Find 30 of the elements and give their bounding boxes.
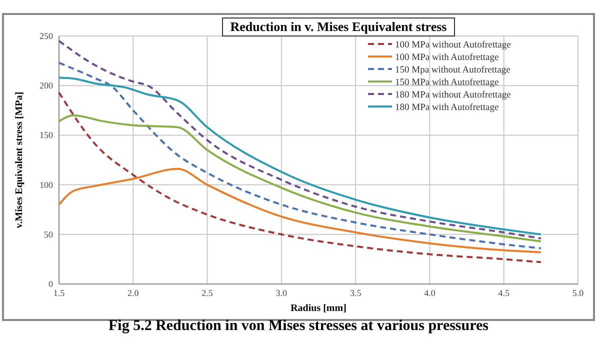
line-series (58, 92, 542, 264)
chart-title: Reduction in v. Mises Equivalent stress (230, 19, 447, 34)
y-tick-label: 200 (40, 80, 54, 91)
y-axis-title: v.Mises Equivalent stress [MPa] (14, 92, 25, 228)
legend-label: 150 Mpa without Autofrettage (395, 66, 510, 76)
legend-label: 180 MPa without Autofrettage (395, 90, 511, 100)
x-tick-label: 4.0 (424, 288, 436, 298)
x-axis-title: Radius [mm] (290, 303, 346, 314)
x-tick-label: 4.5 (498, 288, 510, 298)
line-series (58, 62, 542, 250)
y-tick-label: 100 (40, 180, 54, 190)
x-tick-label: 3.5 (350, 288, 362, 298)
x-tick-label: 2.0 (128, 288, 140, 298)
line-series (58, 76, 542, 236)
x-tick-label: 5.0 (572, 288, 584, 298)
y-tick-label: 50 (44, 229, 54, 240)
legend-label: 100 MPa with Autofrettage (395, 53, 499, 63)
line-series (58, 40, 542, 240)
y-tick-label: 250 (40, 31, 54, 41)
legend-label: 100 MPa without Autofrettage (395, 40, 511, 50)
line-series (58, 168, 542, 254)
caption: Fig 5.2 Reduction in von Mises stresses at various pressures (108, 318, 489, 334)
x-tick-label: 2.5 (202, 288, 214, 298)
x-tick-label: 3.0 (276, 288, 288, 298)
legend-label: 180 MPa with Autofrettage (395, 103, 499, 113)
legend-label: 150 MPa with Autofrettage (395, 78, 499, 88)
line-series (58, 114, 542, 242)
y-tick-label: 0 (48, 279, 54, 289)
y-tick-label: 150 (40, 130, 54, 140)
x-tick-label: 1.5 (53, 288, 66, 298)
